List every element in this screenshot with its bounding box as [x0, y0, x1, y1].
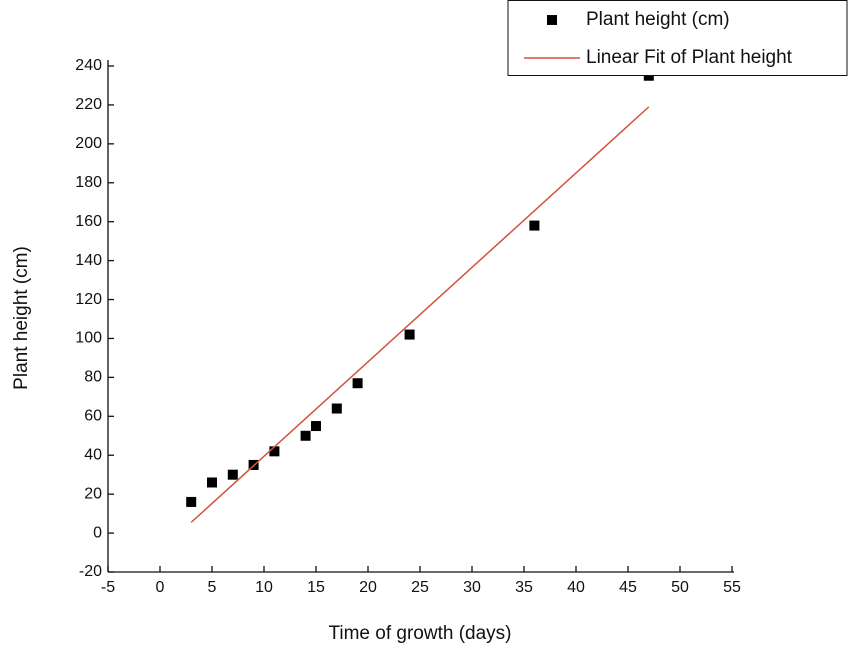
y-tick-label: 220: [75, 96, 102, 113]
y-tick-label: -20: [79, 563, 102, 580]
x-tick-label: 55: [723, 579, 741, 596]
y-tick-label: 40: [84, 446, 102, 463]
data-point: [300, 430, 311, 441]
y-tick-label: 60: [84, 408, 102, 425]
legend-box: [507, 0, 848, 76]
data-point: [269, 446, 280, 457]
y-tick-label: 120: [75, 291, 102, 308]
data-point: [404, 329, 415, 340]
data-point: [529, 220, 540, 231]
y-tick-label: 20: [84, 485, 102, 502]
x-tick-label: 35: [515, 579, 533, 596]
x-axis-label: Time of growth (days): [328, 623, 511, 644]
legend-label: Plant height (cm): [586, 9, 730, 30]
x-tick-label: 30: [463, 579, 481, 596]
data-point: [311, 421, 321, 432]
legend-label: Linear Fit of Plant height: [586, 47, 793, 68]
x-tick-label: -5: [101, 579, 115, 596]
y-tick-label: 180: [75, 174, 102, 191]
x-tick-label: 10: [255, 579, 273, 596]
x-tick-label: 5: [208, 579, 217, 596]
y-tick-label: 200: [75, 135, 102, 152]
data-point: [186, 496, 197, 507]
legend-marker: [547, 15, 557, 25]
x-tick-label: 50: [671, 579, 689, 596]
data-point: [352, 378, 363, 389]
y-axis-label: Plant height (cm): [11, 246, 32, 390]
fit-line: [190, 106, 650, 523]
y-tick-label: 160: [75, 213, 102, 230]
x-tick-label: 15: [307, 579, 325, 596]
y-tick-label: 100: [75, 330, 102, 347]
y-tick-label: 0: [93, 524, 102, 541]
x-tick-label: 40: [567, 579, 585, 596]
data-point: [331, 403, 342, 414]
y-tick-label: 240: [75, 57, 102, 74]
x-tick-label: 25: [411, 579, 429, 596]
data-point: [227, 469, 238, 480]
x-tick-label: 20: [359, 579, 377, 596]
x-tick-label: 45: [619, 579, 637, 596]
y-tick-label: 140: [75, 252, 102, 269]
x-tick-label: 0: [156, 579, 165, 596]
y-tick-label: 80: [84, 369, 102, 386]
data-point: [207, 477, 217, 488]
